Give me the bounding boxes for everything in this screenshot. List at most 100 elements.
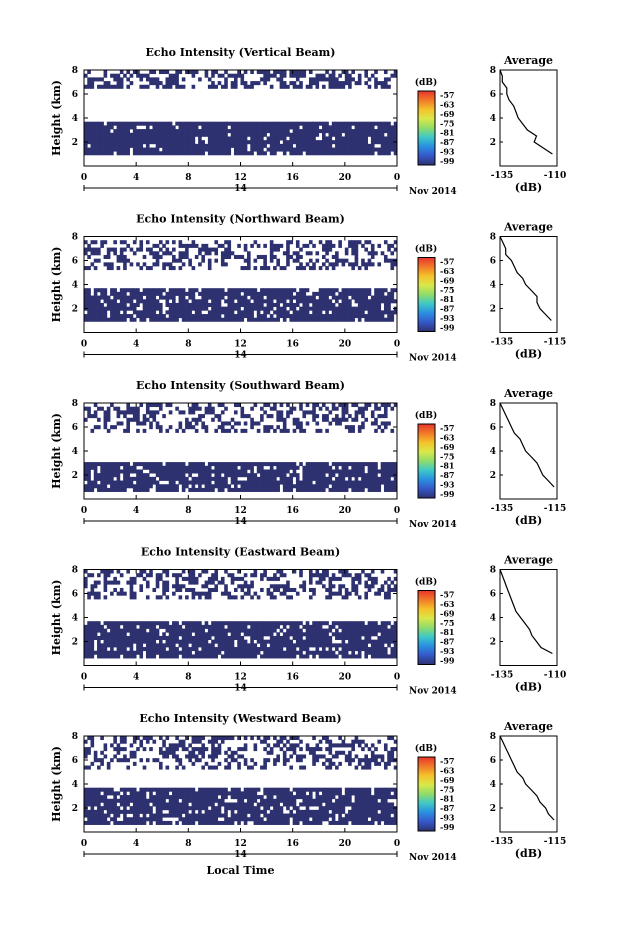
echo-cell: [139, 314, 143, 318]
echo-cell: [371, 484, 375, 488]
echo-cell: [175, 81, 179, 85]
echo-cell: [172, 481, 176, 485]
echo-cell: [227, 766, 231, 770]
echo-cell: [104, 743, 108, 747]
echo-cell: [280, 462, 284, 466]
echo-cell: [280, 74, 284, 78]
echo-cell: [100, 469, 104, 473]
echo-cell: [270, 484, 274, 488]
echo-cell: [283, 144, 287, 148]
echo-cell: [351, 140, 355, 144]
echo-cell: [332, 292, 336, 296]
echo-cell: [309, 307, 313, 311]
echo-cell: [276, 148, 280, 152]
echo-cell: [342, 621, 346, 625]
echo-cell: [257, 488, 261, 492]
echo-cell: [296, 754, 300, 758]
echo-cell: [120, 240, 124, 244]
echo-cell: [179, 410, 183, 414]
echo-cell: [110, 788, 114, 792]
echo-cell: [185, 292, 189, 296]
echo-cell: [283, 140, 287, 144]
echo-cell: [387, 303, 391, 307]
echo-cell: [315, 140, 319, 144]
echo-cell: [91, 584, 95, 588]
echo-cell: [315, 314, 319, 318]
echo-cell: [159, 636, 163, 640]
echo-cell: [361, 262, 365, 266]
echo-cell: [247, 85, 251, 89]
echo-cell: [348, 125, 352, 129]
echo-cell: [237, 625, 241, 629]
echo-cell: [159, 469, 163, 473]
echo-cell: [169, 318, 173, 322]
echo-cell: [351, 240, 355, 244]
echo-cell: [123, 488, 127, 492]
echo-cell: [159, 477, 163, 481]
y-tick-label: 6: [72, 423, 78, 433]
echo-cell: [104, 299, 108, 303]
echo-cell: [205, 251, 209, 255]
echo-cell: [159, 122, 163, 126]
echo-cell: [299, 248, 303, 252]
echo-cell: [374, 148, 378, 152]
echo-cell: [309, 640, 313, 644]
echo-cell: [104, 640, 108, 644]
echo-cell: [312, 148, 316, 152]
echo-cell: [260, 647, 264, 651]
echo-cell: [188, 407, 192, 411]
echo-cell: [169, 473, 173, 477]
echo-cell: [361, 299, 365, 303]
colorbar-tick-label: -99: [440, 156, 455, 166]
echo-cell: [329, 136, 333, 140]
echo-cell: [312, 636, 316, 640]
echo-cell: [332, 74, 336, 78]
echo-cell: [224, 481, 228, 485]
echo-cell: [136, 414, 140, 418]
echo-cell: [166, 70, 170, 74]
echo-cell: [384, 259, 388, 263]
echo-cell: [338, 788, 342, 792]
echo-cell: [286, 296, 290, 300]
echo-cell: [91, 588, 95, 592]
echo-cell: [192, 425, 196, 429]
echo-cell: [254, 266, 258, 270]
echo-cell: [293, 636, 297, 640]
echo-cell: [299, 129, 303, 133]
echo-cell: [293, 125, 297, 129]
echo-cell: [257, 140, 261, 144]
echo-cell: [257, 244, 261, 248]
echo-cell: [355, 462, 359, 466]
echo-cell: [91, 303, 95, 307]
echo-cell: [87, 488, 91, 492]
echo-cell: [205, 654, 209, 658]
echo-cell: [94, 125, 98, 129]
echo-cell: [139, 488, 143, 492]
echo-cell: [296, 481, 300, 485]
echo-cell: [329, 262, 333, 266]
echo-cell: [113, 148, 117, 152]
echo-cell: [329, 421, 333, 425]
echo-cell: [289, 481, 293, 485]
echo-cell: [91, 743, 95, 747]
echo-cell: [364, 595, 368, 599]
echo-cell: [117, 625, 121, 629]
echo-cell: [384, 473, 388, 477]
echo-cell: [329, 581, 333, 585]
echo-cell: [211, 647, 215, 651]
echo-cell: [329, 592, 333, 596]
echo-cell: [329, 74, 333, 78]
echo-cell: [384, 421, 388, 425]
echo-cell: [146, 74, 150, 78]
echo-cell: [179, 595, 183, 599]
echo-cell: [348, 632, 352, 636]
echo-cell: [361, 621, 365, 625]
echo-cell: [289, 407, 293, 411]
echo-cell: [87, 151, 91, 155]
echo-cell: [175, 473, 179, 477]
echo-cell: [368, 747, 372, 751]
echo-cell: [309, 144, 313, 148]
echo-cell: [263, 621, 267, 625]
echo-cell: [107, 788, 111, 792]
echo-cell: [133, 136, 137, 140]
